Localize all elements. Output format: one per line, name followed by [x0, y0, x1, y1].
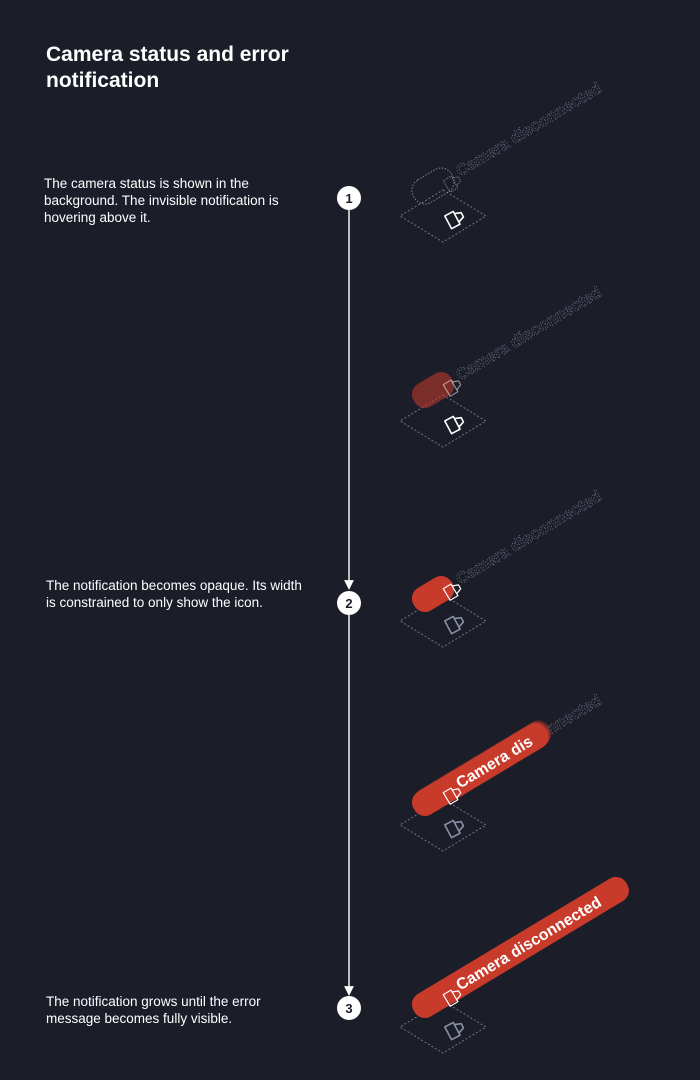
invisible-notification: Camera disconnected — [411, 80, 605, 205]
frame-1: Camera disconnected — [399, 80, 605, 243]
camera-status-tile — [399, 189, 487, 243]
svg-text:3: 3 — [345, 1001, 352, 1016]
step-1-description: The camera status is shown in the backgr… — [44, 176, 279, 225]
frame-3: Camera disconnected — [399, 876, 629, 1054]
opaque-notification: Camera disconnected — [411, 488, 605, 613]
growing-notification: Camera disconnected Camera dis — [411, 692, 605, 817]
step-marker-3: 3 — [337, 996, 361, 1020]
frame-2: Camera disconnected — [399, 488, 605, 648]
camera-icon — [443, 412, 467, 435]
camera-icon — [443, 612, 467, 635]
camera-icon — [443, 207, 467, 230]
ghost-message: Camera disconnected — [453, 80, 604, 180]
ghost-message: Camera disconnected — [453, 488, 604, 588]
step-3-description: The notification grows until the error m… — [46, 994, 261, 1026]
fading-notification: Camera disconnected — [411, 284, 605, 409]
step-marker-2: 2 — [337, 591, 361, 615]
frame-growing: Camera disconnected Camera dis — [399, 692, 605, 852]
camera-status-tile — [399, 1000, 487, 1054]
camera-status-tile — [399, 594, 487, 648]
diagram-title: Camera status and error notification — [46, 43, 289, 92]
full-message: Camera disconnected — [453, 894, 604, 994]
step-marker-1: 1 — [337, 186, 361, 210]
step-2-description: The notification becomes opaque. Its wid… — [46, 578, 302, 610]
camera-icon — [443, 816, 467, 839]
svg-text:1: 1 — [345, 191, 352, 206]
timeline: 1 2 3 — [337, 186, 361, 1020]
camera-status-tile — [399, 394, 487, 448]
camera-icon — [443, 1018, 467, 1041]
frame-fading: Camera disconnected — [399, 284, 605, 448]
svg-text:2: 2 — [345, 596, 352, 611]
ghost-message: Camera disconnected — [453, 284, 604, 384]
full-notification: Camera disconnected — [411, 876, 629, 1019]
camera-status-tile — [399, 798, 487, 852]
